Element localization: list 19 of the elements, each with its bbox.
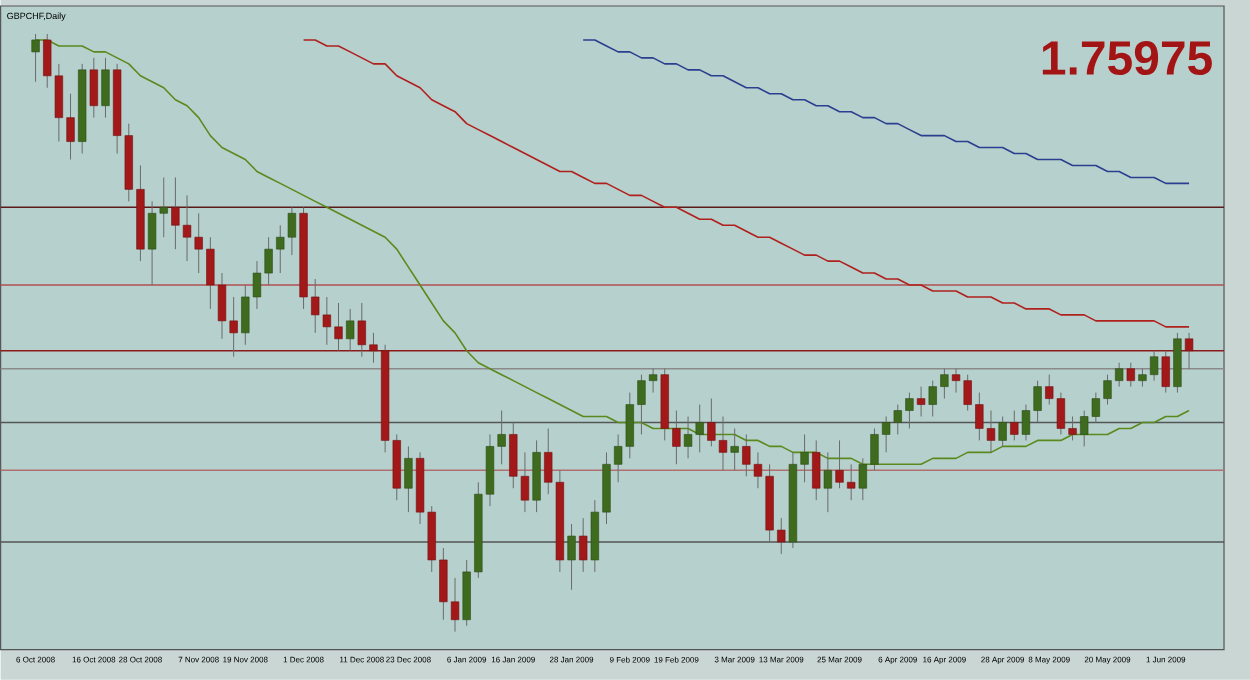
candlestick — [1126, 362, 1135, 388]
candlestick — [567, 523, 576, 591]
candlestick — [532, 440, 541, 513]
candlestick — [823, 452, 833, 513]
candlestick — [31, 33, 40, 83]
candlestick — [1173, 332, 1182, 394]
candlestick — [916, 386, 926, 418]
candlestick — [1161, 350, 1170, 394]
candlestick — [998, 416, 1007, 448]
candlestick — [101, 57, 110, 119]
candlestick — [730, 428, 739, 471]
candlestick — [812, 440, 821, 501]
candlestick — [579, 517, 588, 573]
candlestick — [89, 57, 98, 119]
candlestick — [346, 308, 355, 352]
candlestick — [1010, 410, 1019, 442]
candlestick — [404, 446, 413, 513]
annotation: 1.75975 — [1042, 41, 1212, 76]
candlestick — [1184, 332, 1194, 370]
